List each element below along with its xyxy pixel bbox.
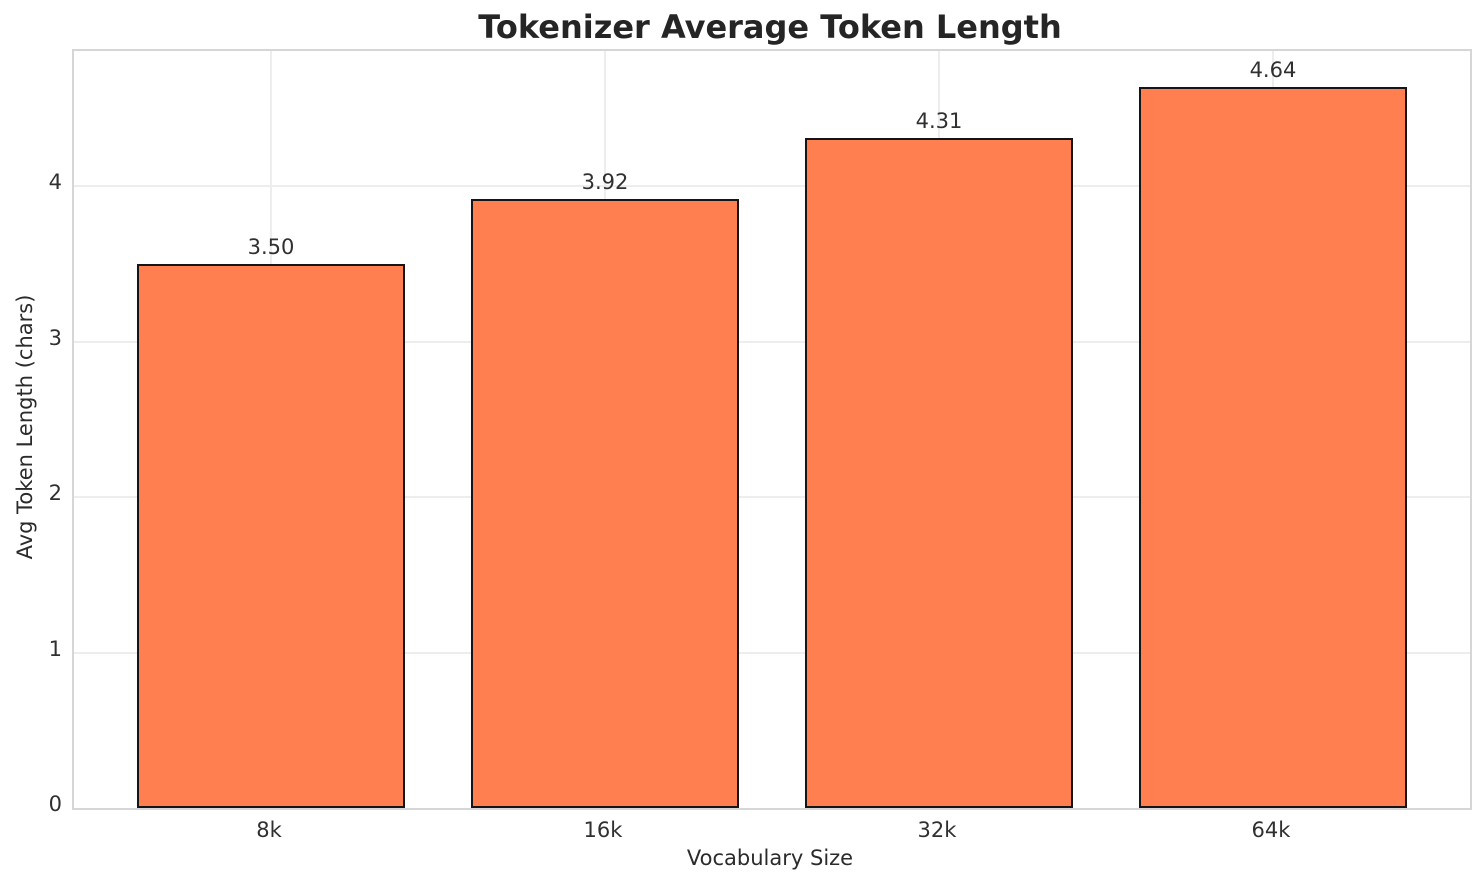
x-tick-label-32k: 32k — [917, 818, 957, 842]
horizontal-gridline — [74, 496, 1470, 499]
horizontal-gridline — [74, 340, 1470, 343]
y-tick-label-2: 2 — [48, 481, 62, 506]
y-tick-label-4: 4 — [48, 170, 62, 195]
x-tick-label-8k: 8k — [256, 818, 282, 842]
bar-value-label: 4.64 — [1249, 58, 1297, 83]
bar-value-label: 3.50 — [247, 235, 295, 260]
bar-16k — [471, 198, 739, 808]
y-tick-label-0: 0 — [48, 792, 62, 816]
bar-64k — [1139, 87, 1407, 808]
horizontal-gridline — [74, 185, 1470, 188]
chart-title: Tokenizer Average Token Length — [478, 8, 1062, 46]
bar-value-label: 3.92 — [581, 169, 629, 194]
y-tick-label-3: 3 — [48, 325, 62, 350]
bar-8k — [137, 264, 405, 808]
x-tick-label-16k: 16k — [583, 818, 623, 842]
y-tick-label-1: 1 — [48, 636, 62, 661]
x-axis-label: Vocabulary Size — [686, 846, 854, 870]
plot-area: 3.50 3.92 4.31 4.64 — [72, 49, 1472, 810]
bar-32k — [805, 138, 1073, 808]
horizontal-gridline — [74, 651, 1470, 654]
bar-value-label: 4.31 — [915, 109, 963, 134]
x-tick-label-64k: 64k — [1251, 818, 1291, 842]
